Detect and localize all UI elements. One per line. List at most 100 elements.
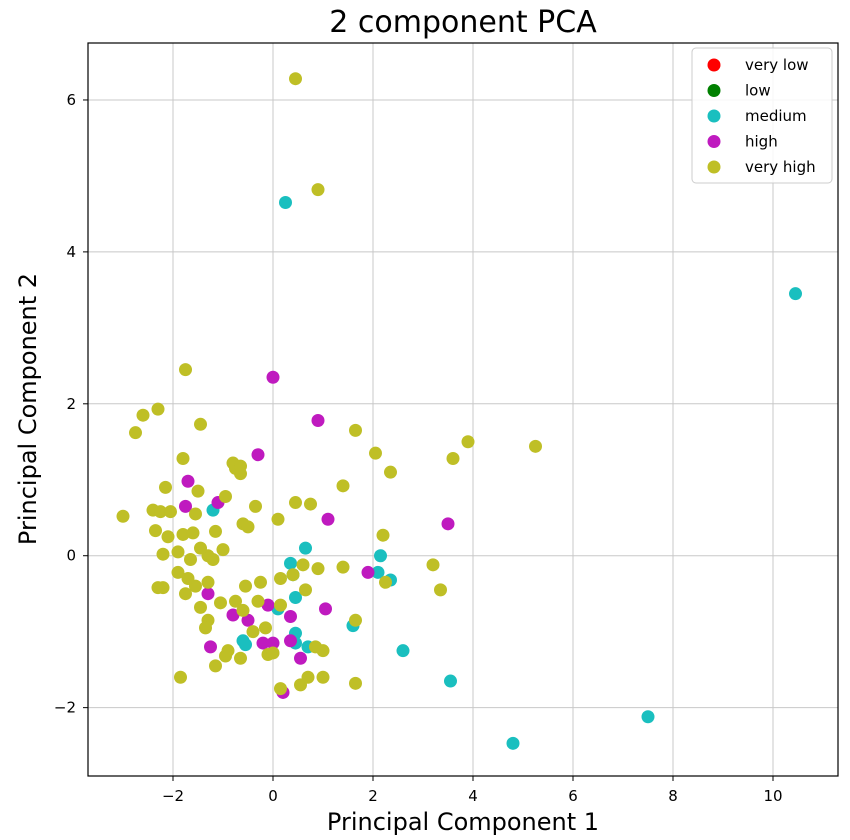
data-point-very-high xyxy=(184,553,197,567)
data-point-very-high xyxy=(214,596,227,610)
data-point-medium xyxy=(444,674,457,688)
data-point-high xyxy=(266,370,280,384)
data-point-high xyxy=(241,613,255,627)
data-point-high xyxy=(226,608,240,622)
data-points xyxy=(116,72,802,750)
data-point-medium xyxy=(371,565,385,579)
legend: very low low medium high very high xyxy=(691,47,833,184)
y-tick-label: −2 xyxy=(54,699,76,717)
grid-lines xyxy=(88,43,838,776)
data-point-very-high xyxy=(311,562,325,576)
data-point-very-high xyxy=(259,621,272,635)
data-point-very-high xyxy=(336,560,350,574)
data-point-high xyxy=(284,609,297,623)
legend-frame xyxy=(691,47,833,184)
y-tick-label: 2 xyxy=(66,395,76,413)
data-point-very-high xyxy=(194,541,207,555)
data-point-very-high xyxy=(189,507,202,521)
data-point-very-high xyxy=(251,594,265,608)
data-point-medium xyxy=(279,196,292,210)
y-axis-label: Principal Component 2 xyxy=(14,273,42,545)
data-point-very-high xyxy=(384,465,397,479)
x-tick-label: 6 xyxy=(568,787,578,805)
x-tick-label: −2 xyxy=(162,787,184,805)
data-point-very-high xyxy=(151,581,165,595)
legend-label-very-low: very low xyxy=(745,56,809,74)
data-point-very-high xyxy=(161,530,175,544)
data-point-high xyxy=(179,499,192,513)
data-point-very-high xyxy=(241,520,255,534)
data-point-very-high xyxy=(274,572,287,586)
axis-ticks: −2 0 2 4 6 8 10 −2 0 2 4 6 xyxy=(54,91,783,805)
data-point-medium xyxy=(374,549,387,563)
y-tick-label: 4 xyxy=(66,243,76,261)
data-point-very-high xyxy=(171,565,185,579)
data-point-very-high xyxy=(164,505,177,519)
data-point-high xyxy=(266,636,280,650)
legend-label-medium: medium xyxy=(745,107,807,125)
data-point-medium xyxy=(299,541,312,555)
data-point-very-high xyxy=(349,613,362,627)
data-point-very-high xyxy=(236,603,250,617)
data-point-very-high xyxy=(316,670,330,684)
data-point-high xyxy=(284,634,297,648)
plot-frame xyxy=(87,42,839,777)
data-point-high xyxy=(251,448,265,462)
data-point-very-high xyxy=(179,363,192,377)
x-tick-label: 4 xyxy=(468,787,478,805)
data-point-very-high xyxy=(299,583,312,597)
data-point-medium xyxy=(789,287,802,301)
data-point-very-high xyxy=(239,579,252,593)
data-point-very-high xyxy=(194,600,207,614)
data-point-very-high xyxy=(254,575,267,589)
x-tick-label: 8 xyxy=(668,787,678,805)
data-point-very-high xyxy=(249,499,262,513)
data-point-medium xyxy=(641,710,655,724)
data-point-very-high xyxy=(174,670,187,684)
x-tick-label: 0 xyxy=(268,787,278,805)
x-tick-label: 2 xyxy=(368,787,378,805)
chart-title: 2 component PCA xyxy=(329,5,597,40)
legend-label-high: high xyxy=(745,133,778,151)
y-tick-label: 0 xyxy=(66,547,76,565)
x-tick-label: 10 xyxy=(763,787,782,805)
data-point-very-high xyxy=(209,659,222,673)
legend-marker-low xyxy=(707,84,721,97)
data-point-very-high xyxy=(336,479,350,493)
data-point-very-high xyxy=(149,524,162,538)
data-point-very-high xyxy=(151,402,165,416)
data-point-very-high xyxy=(349,423,362,437)
data-point-very-high xyxy=(349,676,362,690)
data-point-very-high xyxy=(206,553,220,567)
data-point-high xyxy=(256,636,270,650)
data-point-medium xyxy=(396,644,410,658)
data-point-very-high xyxy=(446,451,460,465)
data-point-very-high xyxy=(176,451,190,465)
legend-marker-medium xyxy=(707,109,721,123)
data-point-very-high xyxy=(289,496,302,510)
data-point-very-high xyxy=(221,644,235,658)
data-point-very-high xyxy=(289,72,302,86)
data-point-high xyxy=(311,414,325,428)
data-point-very-high xyxy=(461,435,475,449)
data-point-very-high xyxy=(369,446,382,460)
data-point-high xyxy=(201,587,215,601)
data-point-medium xyxy=(239,638,252,652)
data-point-very-high xyxy=(209,524,222,538)
legend-marker-high xyxy=(707,135,721,148)
data-point-very-high xyxy=(376,528,390,542)
data-point-very-high xyxy=(191,484,205,498)
data-point-very-high xyxy=(266,646,280,660)
data-point-very-high xyxy=(304,497,317,511)
legend-marker-very-high xyxy=(707,160,721,174)
data-point-high xyxy=(319,602,332,616)
data-point-very-high xyxy=(201,575,215,589)
data-point-very-high xyxy=(274,598,287,612)
data-point-very-high xyxy=(529,439,542,453)
data-point-high xyxy=(441,517,455,531)
data-point-very-high xyxy=(379,575,392,589)
data-point-medium xyxy=(289,590,302,604)
data-point-very-high xyxy=(271,512,285,526)
data-point-very-high xyxy=(116,509,130,523)
